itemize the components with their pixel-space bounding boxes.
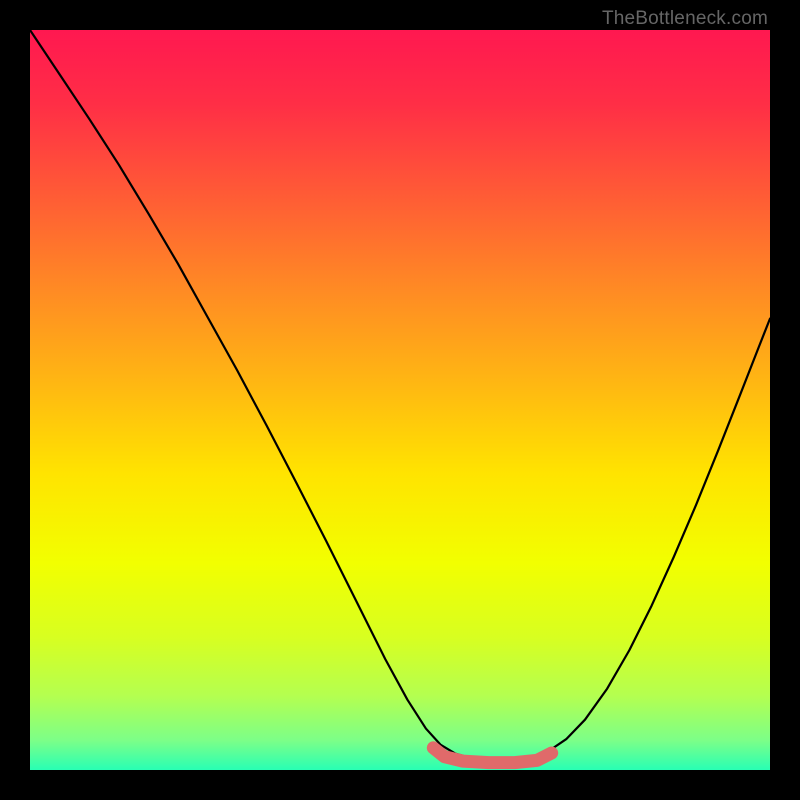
bottleneck-curve-chart: [30, 30, 770, 770]
chart-frame: [30, 30, 770, 770]
watermark-text: TheBottleneck.com: [602, 8, 768, 30]
gradient-background: [30, 30, 770, 770]
